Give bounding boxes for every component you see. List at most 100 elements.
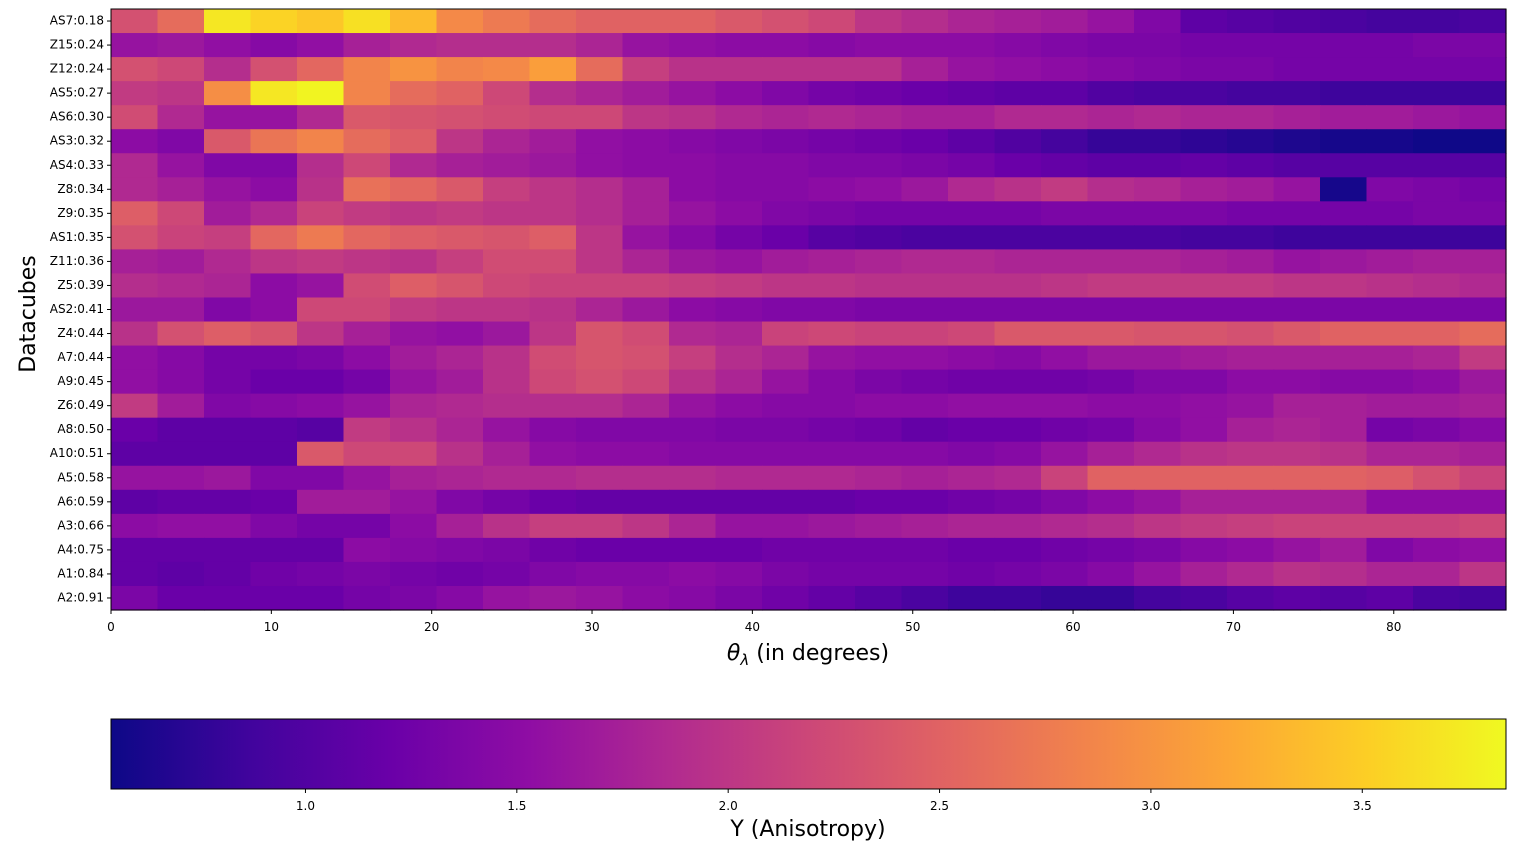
- heatmap-cell: [855, 465, 903, 491]
- heatmap-cell: [250, 33, 298, 58]
- heatmap-cell: [948, 81, 996, 106]
- heatmap-cell: [1413, 153, 1461, 178]
- heatmap-cell: [483, 177, 531, 202]
- heatmap-cell: [576, 585, 624, 611]
- heatmap-cell: [855, 225, 903, 250]
- heatmap-cell: [715, 585, 763, 611]
- x-tick-label: 80: [1386, 620, 1401, 634]
- heatmap-cell: [855, 513, 903, 539]
- heatmap-cell: [343, 33, 391, 58]
- heatmap-cell: [297, 393, 345, 419]
- heatmap-cell: [1413, 321, 1461, 347]
- heatmap-cell: [1459, 57, 1507, 82]
- heatmap-cell: [669, 441, 717, 467]
- heatmap-cell: [390, 273, 438, 299]
- heatmap-cell: [111, 585, 159, 611]
- heatmap-cell: [1413, 249, 1461, 275]
- heatmap-cell: [436, 465, 484, 491]
- heatmap-cell: [436, 321, 484, 347]
- heatmap-cell: [994, 105, 1042, 130]
- heatmap-cell: [1134, 273, 1182, 299]
- heatmap-cell: [1413, 201, 1461, 226]
- heatmap-cell: [204, 297, 252, 323]
- heatmap-cell: [1087, 249, 1135, 275]
- x-axis-label-symbol: θ: [727, 641, 741, 666]
- heatmap-cell: [808, 105, 856, 130]
- heatmap-cell: [1320, 9, 1368, 34]
- heatmap-cell: [204, 81, 252, 106]
- heatmap-cell: [622, 321, 670, 347]
- heatmap-cell: [1273, 129, 1321, 154]
- heatmap-cell: [994, 9, 1042, 34]
- heatmap-cell: [576, 57, 624, 82]
- heatmap-cell: [1273, 297, 1321, 323]
- heatmap-cell: [111, 393, 159, 419]
- y-tick-label: A10:0.51: [50, 446, 104, 460]
- heatmap-cell: [390, 9, 438, 34]
- heatmap-cell: [390, 297, 438, 323]
- heatmap-cell: [576, 249, 624, 275]
- heatmap-cell: [1413, 561, 1461, 587]
- heatmap-cell: [1180, 249, 1228, 275]
- heatmap-cell: [483, 321, 531, 347]
- heatmap-cell: [1087, 321, 1135, 347]
- heatmap-cell: [808, 177, 856, 202]
- heatmap-cell: [1273, 345, 1321, 371]
- heatmap-cell: [1320, 465, 1368, 491]
- heatmap-cell: [1273, 321, 1321, 347]
- heatmap-cell: [576, 465, 624, 491]
- heatmap-cell: [297, 585, 345, 611]
- heatmap-cell: [436, 129, 484, 154]
- y-tick-label: A9:0.45: [57, 374, 104, 388]
- heatmap-cell: [1180, 57, 1228, 82]
- heatmap-cell: [436, 249, 484, 275]
- heatmap-cell: [1087, 105, 1135, 130]
- heatmap-cell: [483, 105, 531, 130]
- heatmap-cell: [715, 369, 763, 395]
- x-tick-label: 20: [424, 620, 439, 634]
- heatmap-cell: [1413, 177, 1461, 202]
- heatmap-cell: [157, 105, 205, 130]
- heatmap-cell: [669, 297, 717, 323]
- heatmap-cell: [715, 9, 763, 34]
- heatmap-cell: [436, 537, 484, 563]
- heatmap-cell: [1273, 537, 1321, 563]
- heatmap-cell: [111, 249, 159, 275]
- heatmap-cell: [1134, 345, 1182, 371]
- heatmap-cell: [855, 417, 903, 443]
- heatmap-cell: [436, 489, 484, 515]
- x-tick-label: 70: [1226, 620, 1241, 634]
- heatmap-cell: [297, 273, 345, 299]
- heatmap-cell: [297, 489, 345, 515]
- heatmap-cell: [1273, 417, 1321, 443]
- heatmap-cell: [762, 465, 810, 491]
- heatmap-cell: [576, 273, 624, 299]
- colorbar-tick-label: 3.0: [1141, 799, 1160, 813]
- heatmap-cell: [1273, 489, 1321, 515]
- heatmap-cell: [1320, 201, 1368, 226]
- heatmap-cell: [250, 417, 298, 443]
- x-tick-label: 0: [107, 620, 115, 634]
- heatmap-cell: [808, 297, 856, 323]
- heatmap-cell: [111, 537, 159, 563]
- x-axis-label: θλ (in degrees): [727, 641, 889, 669]
- heatmap-cell: [1459, 9, 1507, 34]
- heatmap-cell: [1366, 345, 1414, 371]
- heatmap-cell: [1134, 441, 1182, 467]
- heatmap-cell: [111, 153, 159, 178]
- heatmap-cell: [994, 561, 1042, 587]
- heatmap-cell: [111, 489, 159, 515]
- heatmap-cell: [1273, 9, 1321, 34]
- y-tick-label: Z6:0.49: [57, 398, 104, 412]
- heatmap-cell: [1459, 249, 1507, 275]
- heatmap-cell: [436, 345, 484, 371]
- heatmap-cell: [1134, 129, 1182, 154]
- heatmap-cell: [715, 465, 763, 491]
- heatmap-cell: [1087, 57, 1135, 82]
- heatmap-cell: [483, 81, 531, 106]
- heatmap-cell: [855, 153, 903, 178]
- heatmap-cell: [1273, 393, 1321, 419]
- heatmap-cell: [390, 153, 438, 178]
- heatmap-cell: [343, 81, 391, 106]
- heatmap-cell: [483, 9, 531, 34]
